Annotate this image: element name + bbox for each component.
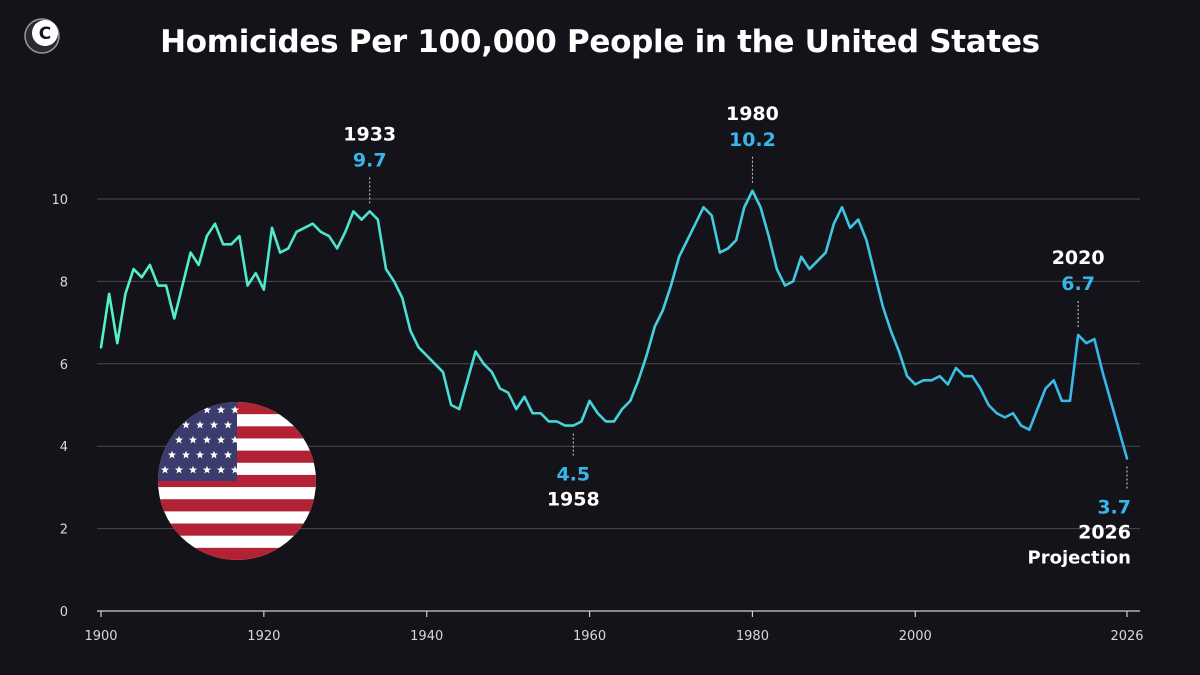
brand-logo: C — [24, 18, 60, 54]
x-tick-label-1900: 1900 — [84, 629, 117, 644]
annotation-value-1958: 4.5 — [556, 464, 590, 486]
chart-title: Homicides Per 100,000 People in the Unit… — [160, 24, 1040, 60]
y-tick-label-0: 0 — [60, 605, 68, 620]
annotation-2020: 6.7 2020 — [1052, 247, 1105, 327]
annotation-value-2026: 3.7 — [1097, 497, 1131, 519]
x-tick-label-1920: 1920 — [247, 629, 280, 644]
y-gridlines — [97, 198, 1140, 530]
x-tick-label-2026: 2026 — [1110, 629, 1143, 644]
annotation-1958: 4.5 1958 — [547, 433, 600, 511]
axes: 0 2 4 6 8 10 1900 1920 1940 1960 1980 2000 2026 — [51, 193, 1143, 644]
y-tick-label-4: 4 — [60, 440, 68, 455]
y-tick-label-6: 6 — [60, 358, 68, 373]
annotation-year-1980: 1980 — [726, 103, 779, 125]
x-tick-label-1940: 1940 — [410, 629, 443, 644]
annotation-year-1933: 1933 — [343, 123, 396, 145]
us-flag-icon — [158, 402, 316, 560]
annotation-value-2020: 6.7 — [1061, 273, 1095, 295]
x-tick-label-1980: 1980 — [736, 629, 769, 644]
annotation-2026: 3.7 2026 Projection — [1028, 466, 1131, 569]
annotation-1933: 9.7 1933 — [343, 123, 396, 204]
annotation-year-2020: 2020 — [1052, 247, 1105, 269]
y-tick-label-2: 2 — [60, 523, 68, 538]
annotation-1980: 10.2 1980 — [726, 103, 779, 183]
annotation-note-2026: Projection — [1028, 548, 1131, 569]
annotation-year-2026: 2026 — [1078, 522, 1131, 544]
annotation-value-1980: 10.2 — [729, 129, 776, 151]
x-tick-label-2000: 2000 — [899, 629, 932, 644]
y-tick-label-10: 10 — [51, 193, 68, 208]
svg-text:C: C — [39, 24, 51, 44]
annotation-value-1933: 9.7 — [353, 149, 387, 171]
annotation-year-1958: 1958 — [547, 489, 600, 511]
x-tick-label-1960: 1960 — [573, 629, 606, 644]
annotations: 9.7 1933 4.5 1958 10.2 1980 6.7 2020 3.7 2026 Proj… — [343, 103, 1131, 569]
y-tick-label-8: 8 — [60, 275, 68, 290]
homicide-rate-line — [99, 189, 1129, 460]
